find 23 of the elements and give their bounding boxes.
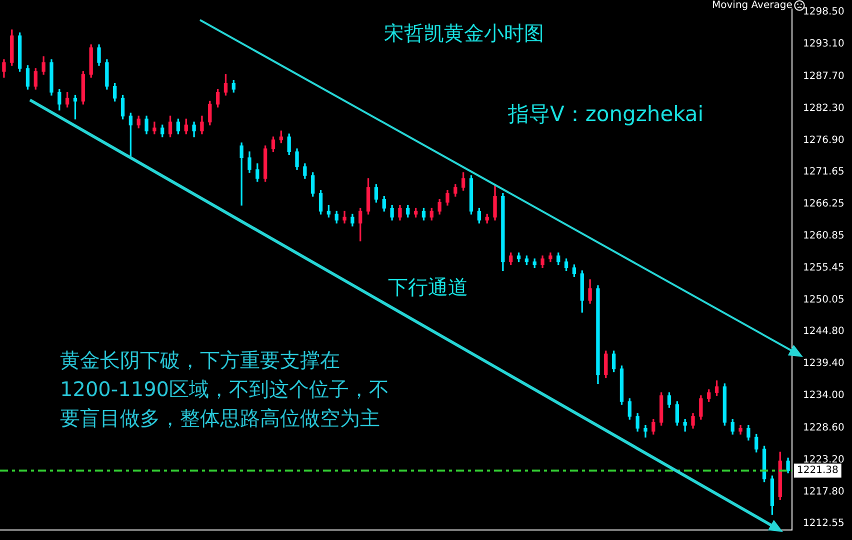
y-tick-label: 1217.80 xyxy=(803,486,844,498)
y-tick-label: 1276.90 xyxy=(803,135,844,146)
text: 宋哲凯黄金小时图 xyxy=(384,20,544,47)
y-tick-label: 1287.70 xyxy=(803,70,844,82)
ref-line-label: 1221.38 xyxy=(797,465,838,476)
y-tick-label: 1250.05 xyxy=(803,294,844,306)
annotation: 指导V：zongzhekai xyxy=(508,102,704,126)
y-tick-label: 1228.60 xyxy=(803,422,844,434)
y-tick-label: 1266.25 xyxy=(803,198,844,210)
y-tick-label: 1298.50 xyxy=(803,6,844,18)
y-tick-label: 1223.20 xyxy=(803,454,844,466)
y-tick-label: 1282.30 xyxy=(803,102,844,114)
y-tick-label: 1255.45 xyxy=(803,262,844,274)
annotation: Moving Average xyxy=(712,0,792,12)
y-tick-label: 1234.00 xyxy=(803,390,844,402)
y-tick-label: 1239.40 xyxy=(803,358,844,370)
y-tick-label: 1293.10 xyxy=(803,38,844,50)
annotation: 下行通道 xyxy=(388,275,468,299)
y-tick-label: 1244.80 xyxy=(803,326,844,337)
y-tick-label: 1212.55 xyxy=(803,518,844,529)
y-tick-label: 1271.65 xyxy=(803,166,844,178)
annotation: 黄金长阴下破，下方重要支撑在1200-1190区域，不到这个位子，不要盲目做多，整体思路高位做空为主 xyxy=(60,348,390,430)
y-tick-label: 1260.85 xyxy=(803,230,844,242)
